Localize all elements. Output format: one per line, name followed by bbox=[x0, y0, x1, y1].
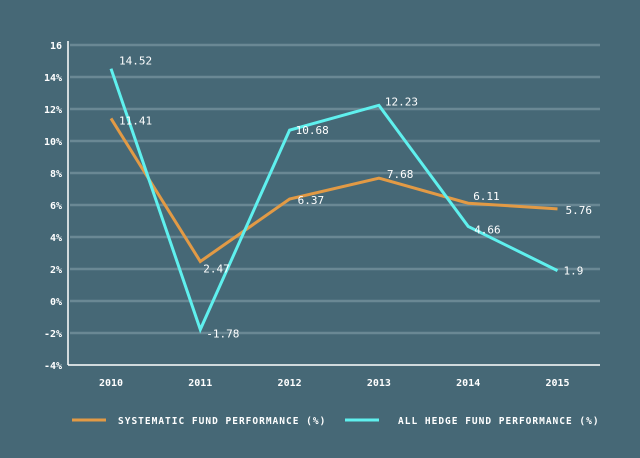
data-label: 10.68 bbox=[296, 124, 329, 137]
y-tick-label: -4% bbox=[44, 361, 62, 372]
series-line-all-hedge bbox=[109, 68, 559, 334]
y-tick-label: 2% bbox=[50, 265, 62, 276]
data-label: 2.47 bbox=[203, 262, 230, 275]
series-lines bbox=[109, 68, 559, 334]
legend-label: ALL HEDGE FUND PERFORMANCE (%) bbox=[398, 416, 600, 427]
y-axis-ticks: 16 14% 12% 10% 8% 6% 4% 2% 0% -2% -4% bbox=[44, 41, 62, 372]
y-tick-label: 6% bbox=[50, 201, 62, 212]
y-tick-label: 4% bbox=[50, 233, 62, 244]
data-label: 5.76 bbox=[566, 204, 593, 217]
x-tick-label: 2010 bbox=[99, 378, 123, 389]
data-label: 12.23 bbox=[385, 95, 418, 108]
series-line-systematic bbox=[109, 117, 558, 264]
y-tick-label: 0% bbox=[50, 297, 62, 308]
x-axis-ticks: 2010 2011 2012 2013 2014 2015 bbox=[99, 378, 570, 389]
y-tick-label: 12% bbox=[44, 105, 62, 116]
x-tick-label: 2013 bbox=[367, 378, 391, 389]
data-label: 11.41 bbox=[119, 114, 152, 127]
data-label: 14.52 bbox=[119, 55, 152, 68]
y-tick-label: -2% bbox=[44, 329, 62, 340]
legend-label: SYSTEMATIC FUND PERFORMANCE (%) bbox=[118, 416, 326, 427]
data-label: 7.68 bbox=[387, 168, 414, 181]
data-label: 6.11 bbox=[473, 190, 500, 203]
legend: SYSTEMATIC FUND PERFORMANCE (%) ALL HEDGE… bbox=[72, 416, 600, 427]
x-tick-label: 2015 bbox=[545, 378, 569, 389]
data-label: 6.37 bbox=[298, 194, 325, 207]
x-tick-label: 2012 bbox=[278, 378, 302, 389]
axes bbox=[67, 41, 600, 366]
y-tick-label: 10% bbox=[44, 137, 62, 148]
data-label: 1.9 bbox=[564, 265, 584, 278]
data-label: -1.78 bbox=[206, 327, 239, 340]
data-labels: 11.41 2.47 6.37 7.68 6.11 5.76 14.52 -1.78 10.68… bbox=[119, 55, 592, 341]
x-tick-label: 2014 bbox=[456, 378, 480, 389]
data-label: 4.66 bbox=[474, 223, 501, 236]
y-tick-label: 8% bbox=[50, 169, 62, 180]
y-tick-label: 16 bbox=[50, 41, 62, 52]
y-tick-label: 14% bbox=[44, 73, 62, 84]
x-tick-label: 2011 bbox=[188, 378, 212, 389]
